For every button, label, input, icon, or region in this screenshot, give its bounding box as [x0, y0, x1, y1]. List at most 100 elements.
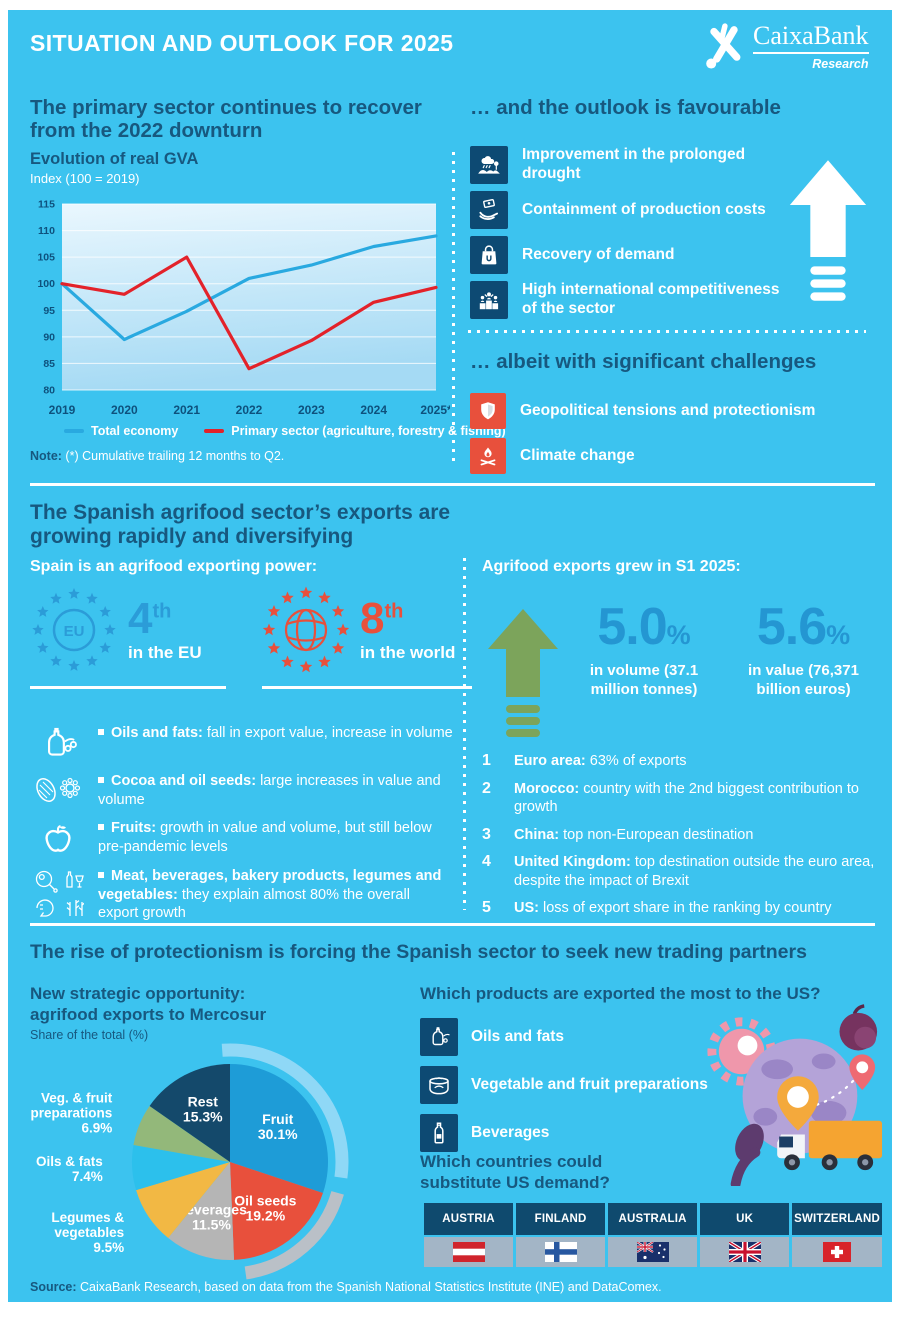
chart-legend: Total economy Primary sector (agricultur… [64, 424, 506, 438]
svg-text:85: 85 [43, 358, 55, 370]
beverage-bottle-icon [420, 1114, 458, 1152]
svg-text:110: 110 [38, 225, 55, 237]
section2-heading: The Spanish agrifood sector’s exports ar… [30, 501, 451, 548]
destination-item: 4 United Kingdom: top destination outsid… [482, 853, 878, 890]
destination-item: 5 US: loss of export share in the rankin… [482, 899, 878, 918]
meat-beverages-seafood-produce-icons [30, 867, 86, 919]
svg-text:115: 115 [38, 199, 55, 211]
outlook-item: Containment of production costs [470, 191, 790, 229]
gva-chart-title: Evolution of real GVA [30, 150, 199, 168]
challenge-item-label: Climate change [520, 446, 635, 464]
country-header-finland: FINLAND [516, 1203, 606, 1235]
pie-subtitle: Share of the total (%) [30, 1028, 149, 1042]
section-divider [30, 483, 875, 486]
stat-unit: % [666, 620, 691, 650]
destination-ranking-list: 1 Euro area: 63% of exports 2 Morocco: c… [482, 752, 878, 927]
bullet-bold: Fruits: [111, 820, 157, 837]
gva-chart-subtitle: Index (100 = 2019) [30, 171, 140, 186]
product-item: Beverages [420, 1114, 720, 1152]
destination-item: 3 China: top non-European destination [482, 826, 878, 845]
outlook-item: Improvement in the prolonged drought [470, 146, 790, 184]
source-label: Source: [30, 1280, 77, 1294]
shopping-bag-icon [470, 236, 508, 274]
bullet-text: Cocoa and oil seeds: large increases in … [98, 772, 454, 809]
cocoa-oil-seeds-icon [30, 772, 86, 808]
drought-improvement-icon [470, 146, 508, 184]
bullet-rest: growth in value and volume, but still be… [98, 820, 432, 855]
export-bullets: Oils and fats: fall in export value, inc… [30, 724, 454, 933]
legend-label: Primary sector (agriculture, forestry & … [231, 424, 506, 438]
bullet-bold: Meat, beverages, bakery products, legume… [98, 868, 442, 903]
svg-text:2023: 2023 [298, 403, 325, 417]
svg-text:2019: 2019 [49, 403, 76, 417]
outlook-item-label: Improvement in the prolonged drought [522, 146, 746, 182]
svg-text:100: 100 [37, 278, 55, 290]
eu-label: EU [64, 623, 85, 640]
bullet-rest: fall in export value, increase in volume [202, 725, 453, 741]
legend-total-economy: Total economy [64, 424, 178, 438]
product-label: Beverages [471, 1124, 550, 1141]
svg-text:90: 90 [43, 331, 55, 343]
horizontal-dotted-divider [468, 330, 866, 333]
svg-text:80: 80 [43, 385, 55, 397]
destination-text: United Kingdom: top destination outside … [514, 854, 875, 889]
legend-dash-blue [64, 429, 84, 433]
caixabank-logo: CaixaBank Research [703, 22, 885, 74]
flag-australia-icon [608, 1237, 698, 1267]
outlook-item-label: Containment of production costs [522, 200, 766, 218]
page-title: SITUATION AND OUTLOOK FOR 2025 [30, 30, 454, 56]
square-bullet [98, 777, 104, 783]
legend-dash-red [204, 429, 225, 433]
pie-title-line2: agrifood exports to Mercosur [30, 1005, 267, 1024]
flag-uk-icon [700, 1237, 790, 1267]
value-stat: 5.6% in value (76,371 billion euros) [726, 601, 881, 699]
podium-competitiveness-icon [470, 281, 508, 319]
destination-rank: 4 [482, 853, 491, 871]
rank-scope: in the EU [128, 643, 202, 662]
legend-label: Total economy [91, 424, 179, 438]
stat-caption: in value (76,371 billion euros) [748, 662, 859, 699]
note-text: (*) Cumulative trailing 12 months to Q2. [61, 449, 285, 463]
mercosur-exports-pie-chart: Fruit 30.1%Oil seeds 19.2%Beverages 11.5%Le… [30, 1043, 349, 1280]
vertical-dotted-divider [452, 152, 455, 464]
gva-line-chart: 80 85 90 95 100 105 110 115 2019 2020 2021 2022 2023… [37, 199, 450, 418]
svg-text:105: 105 [37, 252, 55, 264]
flag-austria-icon [424, 1237, 514, 1267]
destination-text: Morocco: country with the 2nd biggest co… [514, 780, 859, 816]
substitute-countries-table: AUSTRIA FINLAND AUSTRALIA UK SWITZERLAND [424, 1203, 882, 1267]
eu-stars-icon: EU [32, 588, 116, 671]
vertical-dotted-divider [463, 558, 466, 910]
countries-heading-line2: substitute US demand? [420, 1173, 610, 1192]
rank-number: 4 [128, 594, 153, 643]
countries-heading-line1: Which countries could [420, 1152, 603, 1171]
bullet-rest: they explain almost 80% the overall expo… [98, 886, 410, 922]
destination-text: China: top non-European destination [514, 826, 754, 843]
rank-suffix: th [384, 600, 404, 623]
eu-rank-badge: EU 4th in the EU [30, 586, 226, 689]
product-label: Oils and fats [471, 1028, 565, 1045]
destination-item: 2 Morocco: country with the 2nd biggest … [482, 780, 878, 817]
bullet-item: Oils and fats: fall in export value, inc… [30, 724, 454, 762]
apple-fruit-icon [30, 819, 86, 857]
outlook-list: Improvement in the prolonged drought Con… [470, 146, 790, 326]
brand-block: CaixaBank Research [753, 22, 869, 71]
country-header-australia: AUSTRALIA [608, 1203, 698, 1235]
svg-text:2022: 2022 [236, 403, 263, 417]
bullet-item: Fruits: growth in value and volume, but … [30, 819, 454, 857]
country-header-austria: AUSTRIA [424, 1203, 514, 1235]
challenges-list: Geopolitical tensions and protectionism … [470, 392, 870, 482]
products-list: Oils and fats Vegetable and fruit prepar… [420, 1018, 720, 1162]
shield-icon [470, 393, 506, 429]
source-note: Source: CaixaBank Research, based on dat… [30, 1280, 870, 1294]
preserves-jar-icon [420, 1066, 458, 1104]
oil-bottle-icon [420, 1018, 458, 1056]
destination-rank: 1 [482, 752, 491, 769]
destination-rank: 2 [482, 779, 491, 797]
production-costs-icon [470, 191, 508, 229]
svg-text:2021: 2021 [173, 403, 200, 417]
